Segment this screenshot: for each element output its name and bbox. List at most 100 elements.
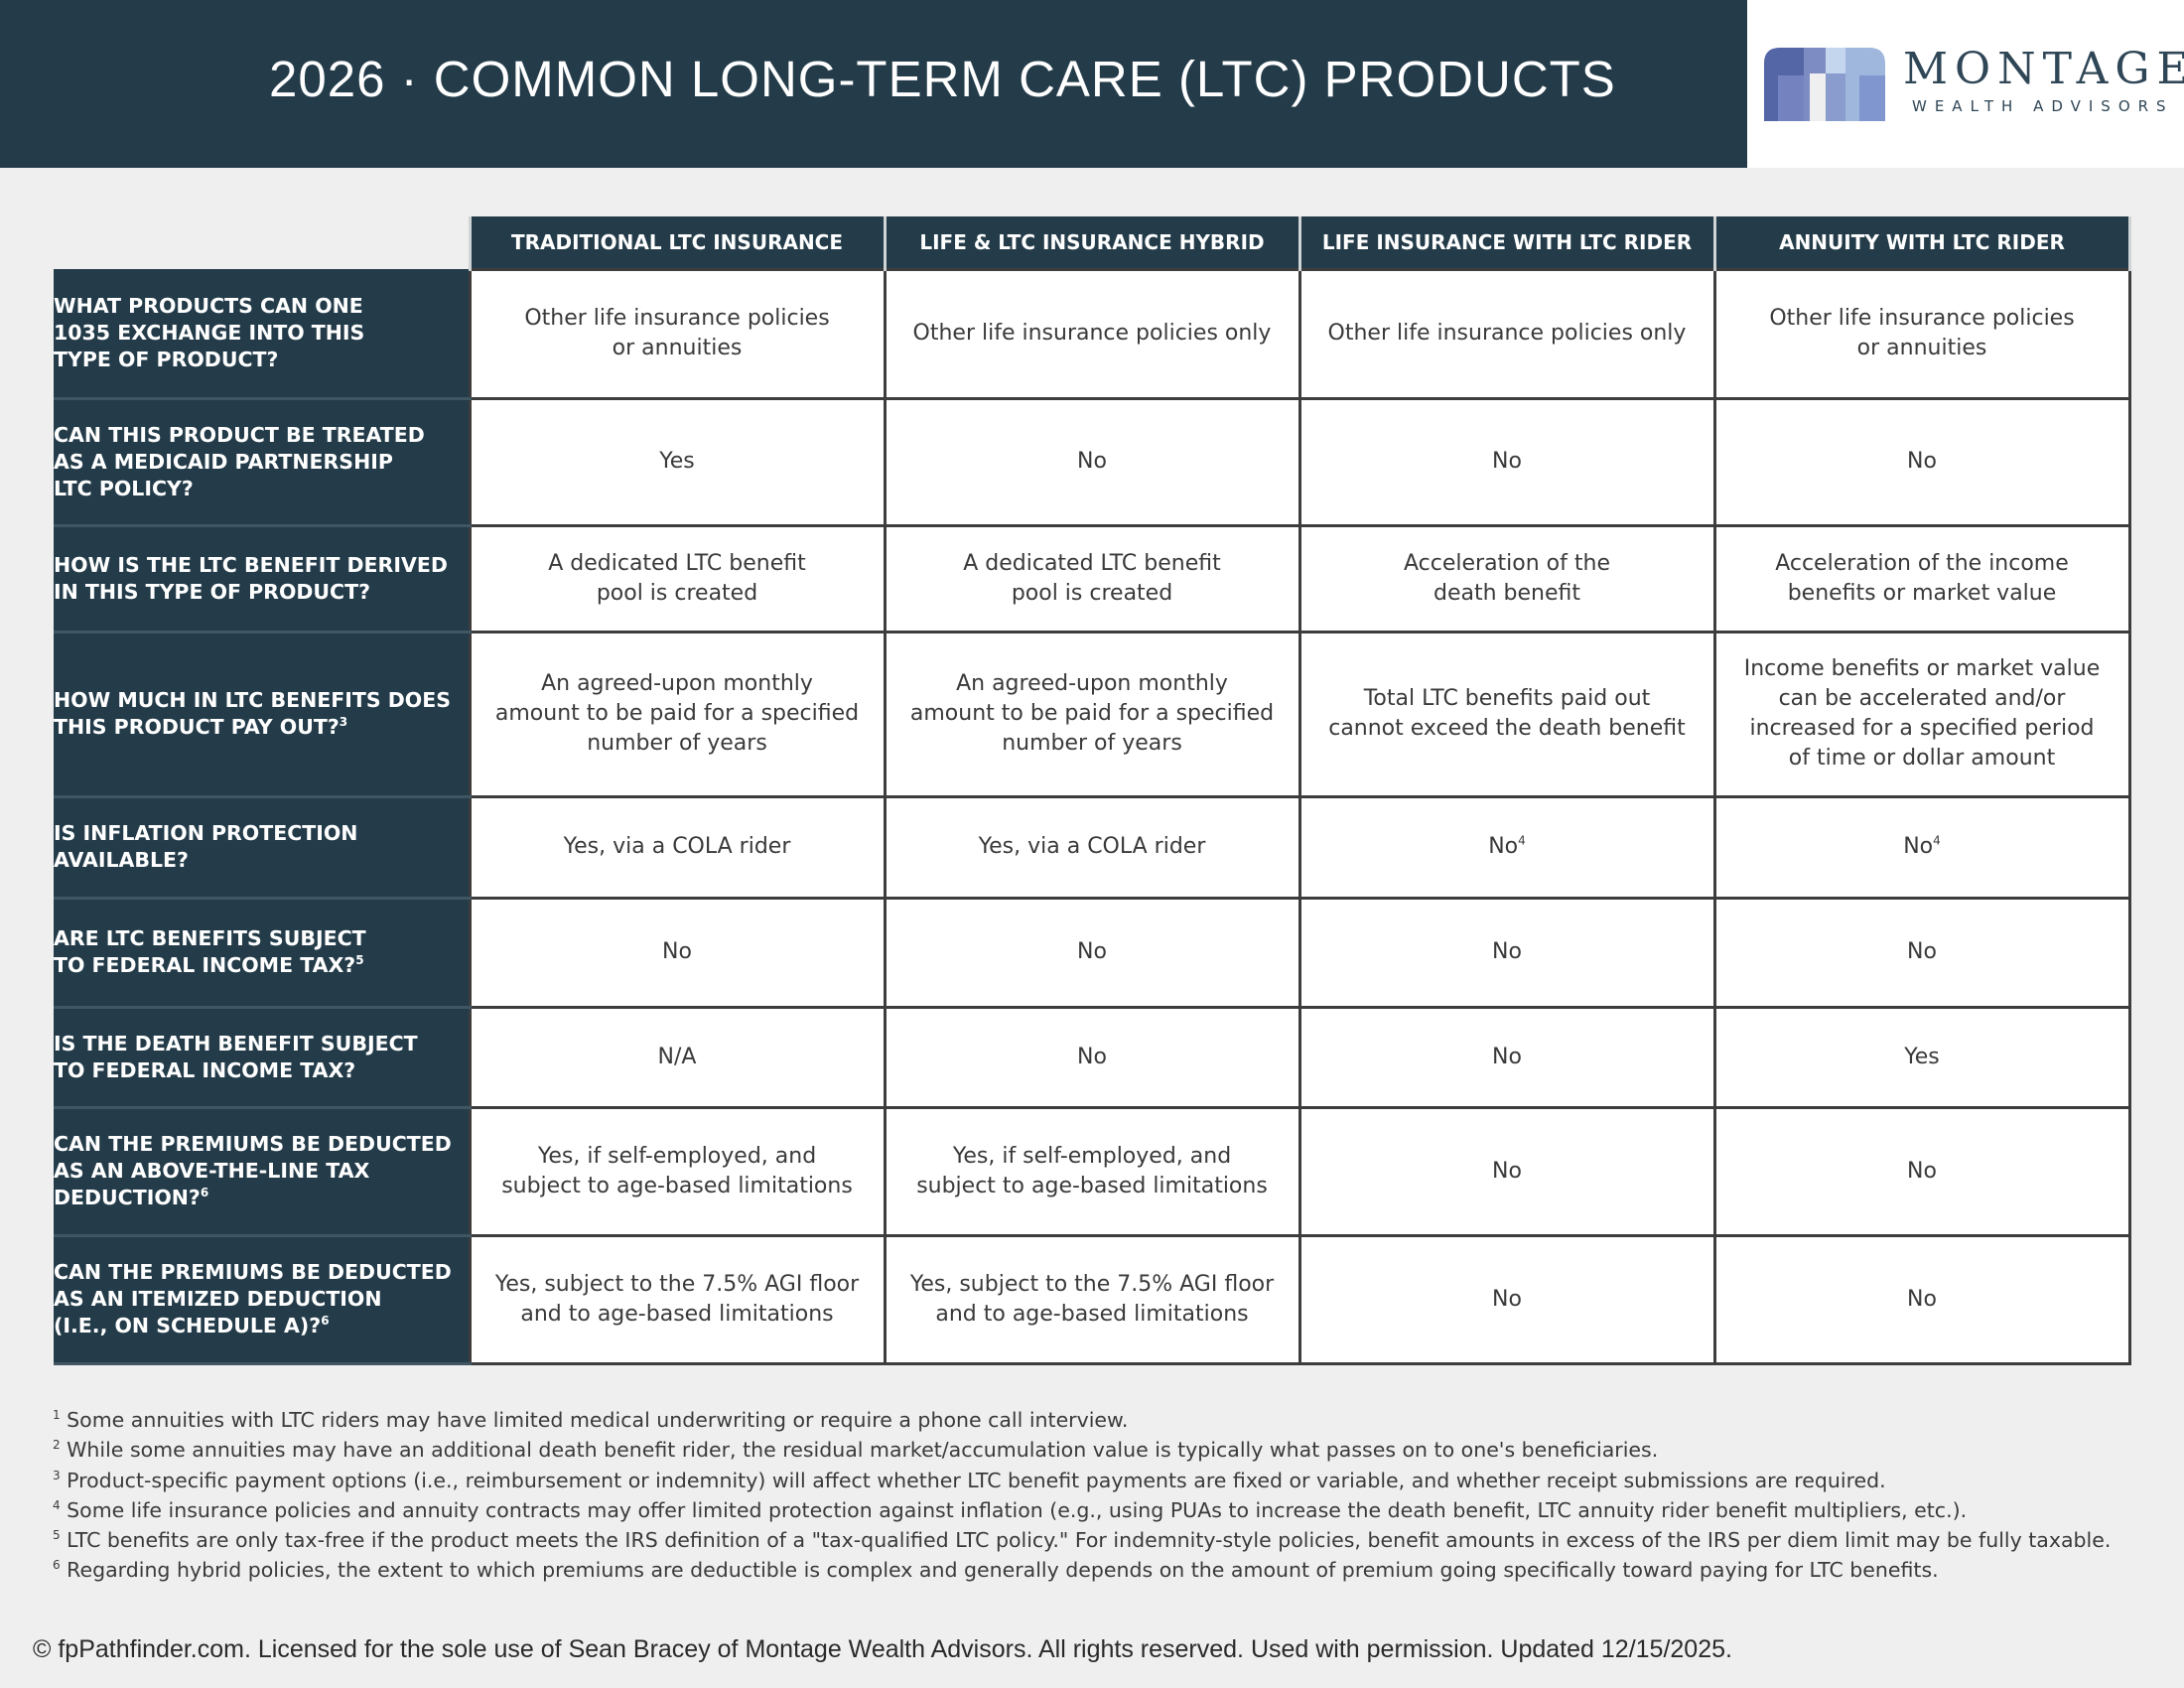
cell-text: Other life insurance policies or annuiti… <box>1769 306 2075 360</box>
footnote-number: 3 <box>53 1468 61 1482</box>
column-header: LIFE & LTC INSURANCE HYBRID <box>883 216 1301 269</box>
table-cell: Yes, subject to the 7.5% AGI floor and t… <box>883 1233 1301 1365</box>
table-cell: Yes, if self-employed, and subject to ag… <box>883 1105 1301 1237</box>
cell-text: Yes <box>659 449 695 474</box>
page-header: 2026 · COMMON LONG-TERM CARE (LTC) PRODU… <box>0 0 1747 168</box>
cell-text: Yes, if self-employed, and subject to ag… <box>916 1143 1268 1198</box>
copyright-notice: © fpPathfinder.com. Licensed for the sol… <box>33 1635 1732 1663</box>
footnote: 5 LTC benefits are only tax-free if the … <box>53 1525 2157 1555</box>
cell-text: No <box>1077 939 1107 964</box>
table-cell: No <box>883 896 1301 1009</box>
cell-text: No <box>1903 834 1934 859</box>
cell-text: No <box>1907 449 1937 474</box>
cell-text: A dedicated LTC benefit pool is created <box>963 550 1221 606</box>
cell-text: Yes, if self-employed, and subject to ag… <box>501 1143 853 1198</box>
footnote: 6 Regarding hybrid policies, the extent … <box>53 1555 2157 1585</box>
footnote: 4 Some life insurance policies and annui… <box>53 1495 2157 1525</box>
column-header: ANNUITY WITH LTC RIDER <box>1712 216 2131 269</box>
row-question-text: CAN THE PREMIUMS BE DEDUCTED AS AN ABOVE… <box>54 1132 452 1209</box>
table-cell: A dedicated LTC benefit pool is created <box>883 523 1301 633</box>
table-header-row: TRADITIONAL LTC INSURANCE LIFE & LTC INSU… <box>54 216 2131 269</box>
row-question-text: HOW IS THE LTC BENEFIT DERIVED IN THIS T… <box>54 552 448 604</box>
table-cell: An agreed-upon monthly amount to be paid… <box>468 630 887 798</box>
row-question-text: CAN THIS PRODUCT BE TREATED AS A MEDICAI… <box>54 422 425 500</box>
cell-text: No <box>1492 939 1522 964</box>
row-question: ARE LTC BENEFITS SUBJECT TO FEDERAL INCO… <box>54 898 470 1009</box>
cell-text: N/A <box>657 1044 697 1069</box>
table-cell: Other life insurance policies only <box>883 267 1301 400</box>
table-cell: Total LTC benefits paid out cannot excee… <box>1297 630 1716 798</box>
table-cell: Acceleration of the income benefits or m… <box>1712 523 2131 633</box>
column-header: TRADITIONAL LTC INSURANCE <box>468 216 887 269</box>
row-question: CAN THIS PRODUCT BE TREATED AS A MEDICAI… <box>54 398 470 527</box>
ltc-products-table: TRADITIONAL LTC INSURANCE LIFE & LTC INSU… <box>54 216 2131 1365</box>
table-cell: N/A <box>468 1005 887 1109</box>
footnote-text: Some annuities with LTC riders may have … <box>60 1408 1129 1432</box>
cell-text: Acceleration of the income benefits or m… <box>1775 550 2069 606</box>
footnote: 1 Some annuities with LTC riders may hav… <box>53 1405 2157 1435</box>
logo-subtitle: WEALTH ADVISORS <box>1912 97 2174 115</box>
footnote-ref: 4 <box>1518 833 1526 848</box>
footnote-text: Regarding hybrid policies, the extent to… <box>60 1558 1939 1583</box>
row-question: HOW IS THE LTC BENEFIT DERIVED IN THIS T… <box>54 525 470 633</box>
footnote-number: 5 <box>53 1528 61 1543</box>
table-row: IS INFLATION PROTECTION AVAILABLE? Yes, v… <box>54 794 2131 900</box>
row-question: CAN THE PREMIUMS BE DEDUCTED AS AN ITEMI… <box>54 1235 470 1365</box>
cell-text: No <box>1077 449 1107 474</box>
cell-text: No <box>1907 1158 1937 1184</box>
table-row: HOW IS THE LTC BENEFIT DERIVED IN THIS T… <box>54 523 2131 633</box>
footnote-ref: 6 <box>200 1186 209 1200</box>
cell-text: Yes, via a COLA rider <box>978 834 1206 859</box>
table-cell: No4 <box>1297 794 1716 900</box>
table-cell: Yes, via a COLA rider <box>468 794 887 900</box>
footnote-text: LTC benefits are only tax-free if the pr… <box>60 1528 2112 1553</box>
footnote-text: Some life insurance policies and annuity… <box>60 1497 1968 1522</box>
cell-text: Other life insurance policies only <box>1327 321 1687 346</box>
footnote-number: 2 <box>53 1438 61 1453</box>
table-cell: No <box>468 896 887 1009</box>
table-cell: A dedicated LTC benefit pool is created <box>468 523 887 633</box>
footnote-number: 1 <box>53 1408 61 1423</box>
table-cell: No <box>1297 396 1716 527</box>
cell-text: Yes <box>1904 1044 1940 1069</box>
table-row: IS THE DEATH BENEFIT SUBJECT TO FEDERAL … <box>54 1005 2131 1109</box>
table-cell: No <box>1297 1233 1716 1365</box>
table-cell: Acceleration of the death benefit <box>1297 523 1716 633</box>
table-cell: No <box>1712 1105 2131 1237</box>
table-cell: No4 <box>1712 794 2131 900</box>
cell-text: Yes, via a COLA rider <box>563 834 791 859</box>
footnote-ref: 5 <box>355 953 364 968</box>
table-cell: No <box>1297 896 1716 1009</box>
table-cell: Yes <box>1712 1005 2131 1109</box>
table-row: CAN THIS PRODUCT BE TREATED AS A MEDICAI… <box>54 396 2131 527</box>
cell-text: A dedicated LTC benefit pool is created <box>548 550 806 606</box>
footnote-ref: 3 <box>339 715 348 730</box>
cell-text: Yes, subject to the 7.5% AGI floor and t… <box>909 1271 1275 1327</box>
table-row: HOW MUCH IN LTC BENEFITS DOES THIS PRODU… <box>54 630 2131 798</box>
table-cell: No <box>1712 1233 2131 1365</box>
table-cell: No <box>883 1005 1301 1109</box>
table-cell: Income benefits or market value can be a… <box>1712 630 2131 798</box>
footnote-number: 4 <box>53 1498 61 1513</box>
cell-text: Yes, subject to the 7.5% AGI floor and t… <box>494 1271 860 1327</box>
cell-text: Other life insurance policies only <box>912 321 1272 346</box>
logo: MONTAGE WEALTH ADVISORS <box>1747 0 2184 168</box>
table-cell: Other life insurance policies or annuiti… <box>1712 267 2131 400</box>
row-question: IS THE DEATH BENEFIT SUBJECT TO FEDERAL … <box>54 1007 470 1109</box>
table-cell: Other life insurance policies only <box>1297 267 1716 400</box>
table-row: CAN THE PREMIUMS BE DEDUCTED AS AN ITEMI… <box>54 1233 2131 1365</box>
footnotes: 1 Some annuities with LTC riders may hav… <box>53 1405 2157 1586</box>
table-cell: Yes, subject to the 7.5% AGI floor and t… <box>468 1233 887 1365</box>
row-question: CAN THE PREMIUMS BE DEDUCTED AS AN ABOVE… <box>54 1107 470 1237</box>
table-cell: No <box>1712 396 2131 527</box>
row-question-text: HOW MUCH IN LTC BENEFITS DOES THIS PRODU… <box>54 688 451 739</box>
logo-name: MONTAGE <box>1903 44 2184 94</box>
table-row: WHAT PRODUCTS CAN ONE 1035 EXCHANGE INTO… <box>54 267 2131 400</box>
table-cell: An agreed-upon monthly amount to be paid… <box>883 630 1301 798</box>
cell-text: No <box>1907 1286 1937 1312</box>
cell-text: No <box>1492 1044 1522 1069</box>
row-question-text: IS THE DEATH BENEFIT SUBJECT TO FEDERAL … <box>54 1031 418 1082</box>
table-cell: No <box>883 396 1301 527</box>
footnote: 2 While some annuities may have an addit… <box>53 1435 2157 1465</box>
cell-text: Other life insurance policies or annuiti… <box>524 306 830 360</box>
